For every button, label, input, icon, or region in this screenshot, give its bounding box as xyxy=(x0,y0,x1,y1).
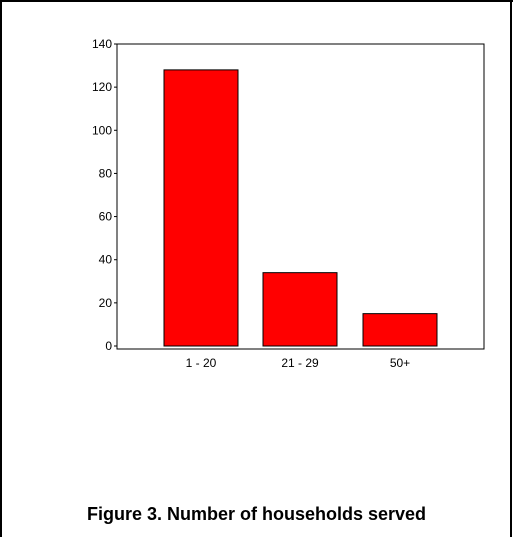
x-tick-label: 1 - 20 xyxy=(186,356,217,370)
bar-series xyxy=(163,69,438,347)
y-tick-label: 40 xyxy=(99,253,113,267)
plot-area xyxy=(116,43,485,350)
y-tick-label: 20 xyxy=(99,296,113,310)
y-tick-label: 120 xyxy=(92,80,112,94)
x-tick-label: 50+ xyxy=(390,356,410,370)
x-tick-label: 21 - 29 xyxy=(281,356,319,370)
y-tick-label: 100 xyxy=(92,123,112,137)
bar xyxy=(262,272,338,347)
x-axis-labels: 1 - 20 21 - 29 50+ xyxy=(186,356,411,370)
y-tick-label: 0 xyxy=(105,339,112,353)
y-tick-label: 60 xyxy=(99,210,113,224)
bar xyxy=(362,313,438,347)
y-tick-label: 140 xyxy=(92,37,112,51)
y-axis-ticks: 0 20 40 60 80 100 120 140 xyxy=(92,37,117,353)
bar xyxy=(163,69,239,347)
y-tick-label: 80 xyxy=(99,166,113,180)
figure-caption: Figure 3. Number of households served xyxy=(86,504,427,524)
